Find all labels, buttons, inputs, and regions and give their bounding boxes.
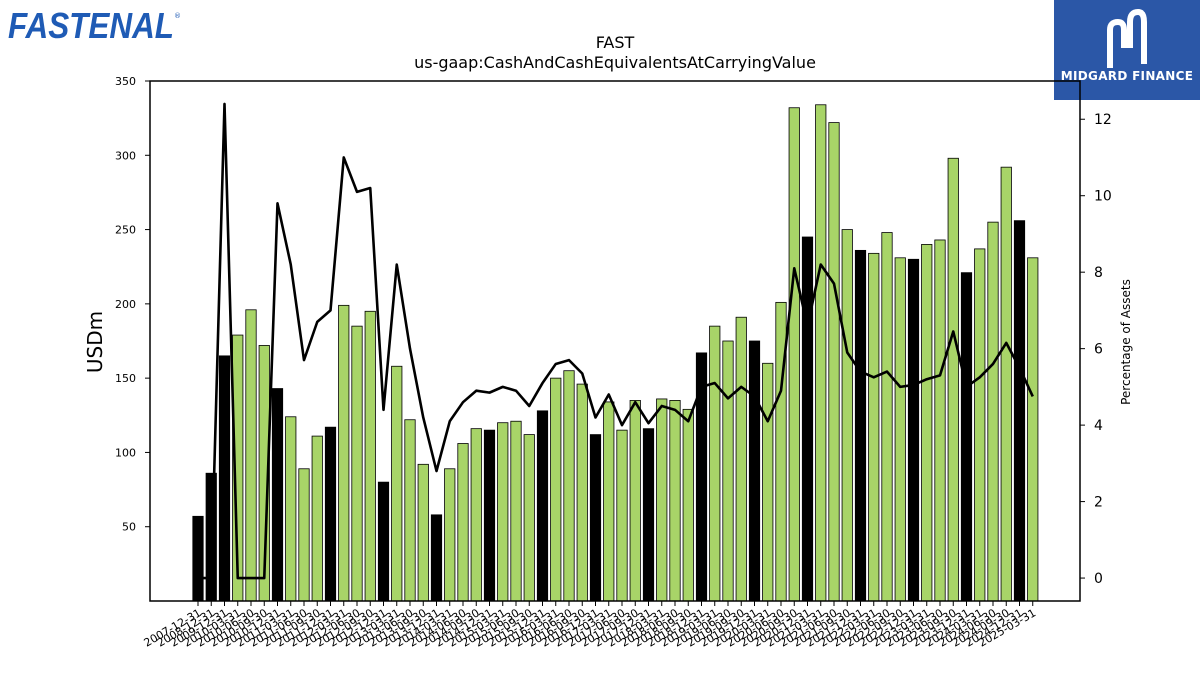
bar-2023-06-30: [934, 239, 946, 602]
bar-2024-06-30: [987, 221, 999, 602]
bar-2014-06-30: [457, 443, 469, 602]
bar-2014-09-30: [470, 428, 482, 602]
y-tick-label: 100: [115, 446, 136, 459]
y-tick-label: 150: [115, 372, 136, 385]
y2-axis-label: Percentage of Assets: [1119, 279, 1133, 405]
y-tick-label: 300: [115, 149, 136, 162]
midgard-finance-label: MIDGARD FINANCE: [1060, 69, 1194, 83]
bar-2016-06-30: [563, 370, 575, 602]
bar-2019-06-30: [722, 340, 734, 602]
y-tick-label: 250: [115, 224, 136, 237]
bar-2018-03-31: [656, 398, 668, 602]
bar-2024-09-30: [1000, 166, 1012, 602]
y2-axis-ticks: 0 2 4 6 8 10 12: [1080, 112, 1112, 587]
bar-series: [192, 104, 1039, 602]
x-axis-ticks: 2007-12-312008-12-312009-12-312010-03-31…: [142, 601, 1038, 650]
bar-2022-06-30: [881, 232, 893, 602]
bar-2009-12-31: [218, 355, 231, 602]
bar-2019-12-31: [748, 340, 761, 602]
bar-2012-03-31: [338, 304, 350, 602]
bar-2013-06-30: [404, 419, 416, 602]
bar-2011-06-30: [298, 468, 310, 602]
bar-2011-03-31: [285, 416, 297, 602]
bar-2020-09-30: [788, 107, 800, 602]
bar-2013-12-31: [430, 514, 443, 602]
midgard-m-icon: [1107, 8, 1147, 68]
bar-2011-12-31: [324, 426, 337, 602]
bar-2018-09-30: [682, 408, 694, 602]
y2-tick-label: 10: [1094, 189, 1112, 205]
y2-tick-label: 0: [1094, 571, 1103, 587]
bar-2016-12-31: [589, 434, 602, 602]
bar-2019-03-31: [709, 325, 721, 602]
bar-2014-03-31: [444, 468, 456, 602]
chart-title: FAST: [596, 33, 635, 52]
y2-tick-label: 8: [1094, 265, 1103, 281]
bar-2023-03-31: [921, 244, 933, 602]
bar-2015-06-30: [510, 420, 522, 602]
bar-2012-06-30: [351, 325, 363, 602]
bar-2024-03-31: [974, 248, 986, 602]
bar-2021-09-30: [841, 229, 853, 602]
registered-mark: ®: [174, 12, 181, 20]
pct-line-series: [198, 102, 1034, 580]
pct-assets-line: [198, 102, 1034, 580]
bar-2012-09-30: [364, 310, 376, 602]
y-axis-label: USDm: [83, 311, 107, 373]
bar-2010-06-30: [245, 309, 257, 602]
bar-2012-12-31: [377, 481, 390, 602]
bar-2020-03-31: [762, 362, 774, 602]
y-tick-label: 200: [115, 298, 136, 311]
y2-tick-label: 4: [1094, 418, 1103, 434]
bar-2015-03-31: [497, 422, 509, 602]
bar-2015-12-31: [536, 410, 549, 602]
chart-subtitle: us-gaap:CashAndCashEquivalentsAtCarrying…: [414, 53, 816, 72]
bar-2017-03-31: [603, 401, 615, 602]
bar-2007-12-31: [192, 515, 204, 602]
bar-2017-06-30: [616, 429, 628, 602]
y-tick-label: 350: [115, 75, 136, 88]
bar-2023-09-30: [947, 157, 959, 602]
midgard-finance-badge: MIDGARD FINANCE: [1054, 0, 1200, 100]
bar-2018-06-30: [669, 400, 681, 602]
bar-2011-09-30: [311, 435, 323, 602]
fastenal-logo-text: FASTENAL: [8, 5, 174, 44]
bar-2017-12-31: [642, 428, 655, 602]
bar-2013-09-30: [417, 463, 429, 602]
bar-2010-12-31: [271, 388, 284, 602]
bar-2016-09-30: [576, 383, 588, 602]
y2-tick-label: 6: [1094, 342, 1103, 358]
bar-2016-03-31: [550, 377, 562, 602]
plot-frame: [149, 80, 1081, 602]
y-axis-ticks: 50 100 150 200 250 300 350: [115, 75, 150, 534]
y2-tick-label: 12: [1094, 112, 1112, 128]
bar-2023-12-31: [960, 272, 973, 602]
fastenal-logo: FASTENAL ®: [8, 5, 181, 44]
bar-2022-03-31: [868, 252, 880, 602]
bar-2013-03-31: [391, 365, 403, 602]
y2-tick-label: 2: [1094, 495, 1103, 511]
bar-2014-12-31: [483, 429, 496, 602]
bar-2021-06-30: [828, 122, 840, 602]
bar-2019-09-30: [735, 316, 747, 602]
bar-2021-03-31: [815, 104, 827, 602]
bar-2025-03-31: [1027, 257, 1039, 602]
bar-2017-09-30: [629, 400, 641, 602]
bar-2024-12-31: [1013, 220, 1026, 602]
bar-2020-12-31: [801, 236, 814, 602]
bar-2022-12-31: [907, 258, 920, 602]
bar-2021-12-31: [854, 249, 867, 602]
bar-2022-09-30: [894, 257, 906, 602]
y-tick-label: 50: [122, 521, 136, 534]
bar-2015-09-30: [523, 434, 535, 602]
